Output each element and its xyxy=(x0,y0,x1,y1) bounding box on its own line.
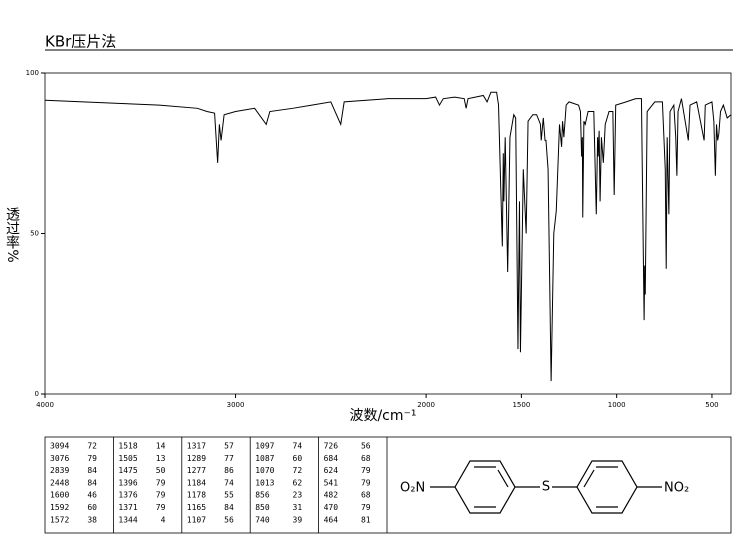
peak-transmittance: 84 xyxy=(87,478,97,487)
peak-transmittance: 84 xyxy=(224,503,234,512)
peak-wavenumber: 1289 xyxy=(187,454,206,463)
peak-transmittance: 14 xyxy=(156,442,166,451)
y-tick-label: 0 xyxy=(35,390,39,398)
peak-transmittance: 72 xyxy=(87,442,97,451)
peak-wavenumber: 1344 xyxy=(118,515,137,524)
peak-transmittance: 68 xyxy=(361,491,371,500)
peak-transmittance: 46 xyxy=(87,491,97,500)
peak-wavenumber: 1396 xyxy=(118,478,137,487)
peak-transmittance: 68 xyxy=(361,454,371,463)
table-frame xyxy=(44,436,732,534)
peak-wavenumber: 2839 xyxy=(50,466,69,475)
peak-wavenumber: 1505 xyxy=(118,454,137,463)
peak-transmittance: 79 xyxy=(156,478,166,487)
peak-wavenumber: 1572 xyxy=(50,515,69,524)
y-tick-label: 100 xyxy=(26,69,39,77)
peak-transmittance: 55 xyxy=(224,491,234,500)
x-tick-label: 1500 xyxy=(512,401,530,409)
peak-wavenumber: 1087 xyxy=(255,454,274,463)
y-tick-label: 50 xyxy=(30,230,39,238)
peak-transmittance: 31 xyxy=(293,503,303,512)
plot-frame xyxy=(44,72,732,395)
peak-wavenumber: 1518 xyxy=(118,442,137,451)
peak-transmittance: 56 xyxy=(361,442,371,451)
peak-wavenumber: 1277 xyxy=(187,466,206,475)
peak-transmittance: 23 xyxy=(293,491,303,500)
peak-wavenumber: 1475 xyxy=(118,466,137,475)
peak-wavenumber: 1317 xyxy=(187,442,206,451)
peak-wavenumber: 3076 xyxy=(50,454,69,463)
peak-wavenumber: 1376 xyxy=(118,491,137,500)
peak-wavenumber: 1600 xyxy=(50,491,69,500)
peak-transmittance: 79 xyxy=(361,503,371,512)
peak-wavenumber: 740 xyxy=(255,515,270,524)
peak-transmittance: 79 xyxy=(361,478,371,487)
bridge-atom: S xyxy=(542,480,550,495)
x-tick-label: 4000 xyxy=(36,401,54,409)
peak-transmittance: 57 xyxy=(224,442,234,451)
x-axis-label: 波数/cm⁻¹ xyxy=(349,408,416,424)
peak-wavenumber: 1013 xyxy=(255,478,274,487)
peak-transmittance: 60 xyxy=(293,454,303,463)
peak-transmittance: 84 xyxy=(87,466,97,475)
peak-wavenumber: 482 xyxy=(324,491,339,500)
peak-wavenumber: 1165 xyxy=(187,503,206,512)
peak-transmittance: 72 xyxy=(293,466,303,475)
peak-transmittance: 56 xyxy=(224,515,234,524)
left-group: O₂N xyxy=(400,481,425,496)
x-tick-label: 2000 xyxy=(417,401,435,409)
peak-wavenumber: 1070 xyxy=(255,466,274,475)
peak-wavenumber: 726 xyxy=(324,442,339,451)
peak-wavenumber: 464 xyxy=(324,515,339,524)
peak-wavenumber: 541 xyxy=(324,478,339,487)
peak-transmittance: 79 xyxy=(156,491,166,500)
peak-wavenumber: 856 xyxy=(255,491,270,500)
y-axis-label: 透过率% xyxy=(4,207,20,262)
peak-transmittance: 81 xyxy=(361,515,371,524)
x-tick-label: 500 xyxy=(705,401,718,409)
peak-transmittance: 50 xyxy=(156,466,166,475)
peak-wavenumber: 2448 xyxy=(50,478,69,487)
peak-transmittance: 13 xyxy=(156,454,166,463)
x-tick-label: 1000 xyxy=(608,401,626,409)
peak-wavenumber: 624 xyxy=(324,466,339,475)
x-tick-label: 3000 xyxy=(227,401,245,409)
right-group: NO₂ xyxy=(664,481,689,496)
peak-transmittance: 60 xyxy=(87,503,97,512)
peak-transmittance: 74 xyxy=(293,442,303,451)
peak-transmittance: 62 xyxy=(293,478,303,487)
peak-wavenumber: 1592 xyxy=(50,503,69,512)
peak-wavenumber: 3094 xyxy=(50,442,69,451)
peak-transmittance: 39 xyxy=(293,515,303,524)
spectrum-line xyxy=(44,91,732,382)
peak-transmittance: 79 xyxy=(361,466,371,475)
peak-transmittance: 77 xyxy=(224,454,234,463)
peak-wavenumber: 684 xyxy=(324,454,339,463)
structure-drawing xyxy=(430,460,662,514)
peak-wavenumber: 1097 xyxy=(255,442,274,451)
peak-wavenumber: 470 xyxy=(324,503,339,512)
peak-wavenumber: 1107 xyxy=(187,515,206,524)
peak-wavenumber: 1371 xyxy=(118,503,137,512)
peak-transmittance: 79 xyxy=(87,454,97,463)
peak-transmittance: 86 xyxy=(224,466,234,475)
peak-wavenumber: 1184 xyxy=(187,478,206,487)
peak-wavenumber: 850 xyxy=(255,503,270,512)
peak-transmittance: 79 xyxy=(156,503,166,512)
peak-transmittance: 74 xyxy=(224,478,234,487)
peak-transmittance: 38 xyxy=(87,515,97,524)
peak-transmittance: 4 xyxy=(161,515,166,524)
chart-title: KBr压片法 xyxy=(45,33,116,51)
peak-wavenumber: 1178 xyxy=(187,491,206,500)
